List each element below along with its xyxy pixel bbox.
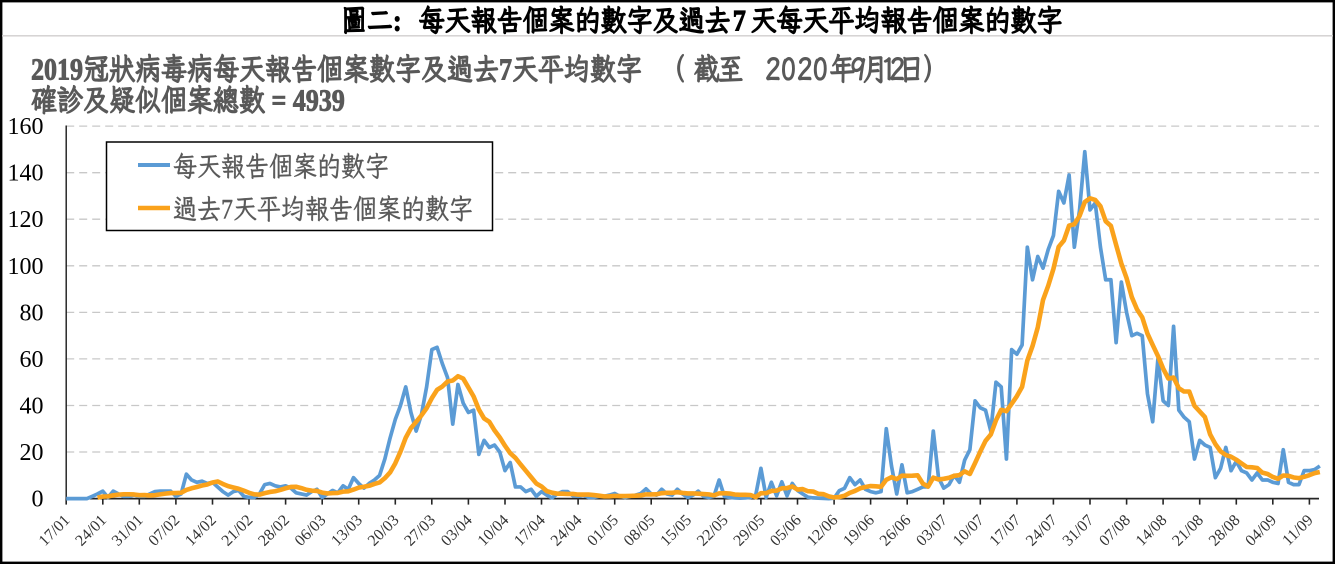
svg-text:160: 160 xyxy=(8,114,44,140)
svg-text:0: 0 xyxy=(32,487,44,513)
svg-text:60: 60 xyxy=(20,347,44,373)
svg-text:20: 20 xyxy=(20,440,44,466)
svg-text:100: 100 xyxy=(8,254,44,280)
svg-text:80: 80 xyxy=(20,300,44,326)
svg-text:40: 40 xyxy=(20,394,44,420)
svg-text:140: 140 xyxy=(8,161,44,187)
svg-text:120: 120 xyxy=(8,207,44,233)
